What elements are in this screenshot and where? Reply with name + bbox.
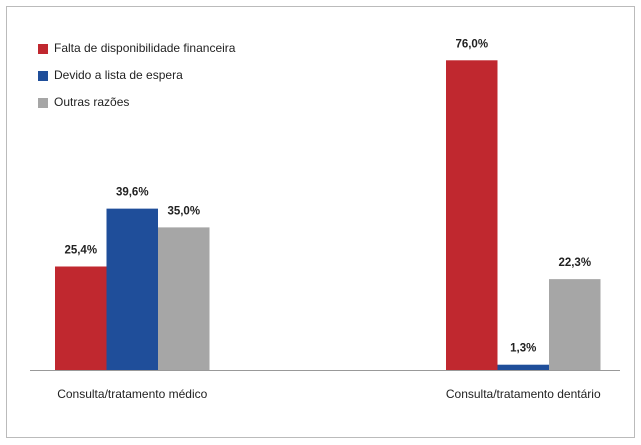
value-label: 1,3%	[510, 343, 536, 355]
legend-label: Devido a lista de espera	[54, 68, 183, 82]
legend-label: Falta de disponibilidade financeira	[54, 41, 236, 55]
legend-swatch	[38, 44, 48, 54]
value-label: 25,4%	[64, 245, 97, 257]
value-label: 39,6%	[116, 187, 149, 199]
value-label: 76,0%	[455, 38, 488, 50]
bar	[55, 266, 107, 370]
bar	[158, 227, 210, 370]
legend-swatch	[38, 98, 48, 108]
bar	[106, 208, 158, 370]
x-tick-label: Consulta/tratamento médico	[57, 387, 207, 401]
value-label: 22,3%	[558, 257, 591, 269]
x-tick-label: Consulta/tratamento dentário	[446, 387, 601, 401]
legend-swatch	[38, 71, 48, 81]
bar	[497, 364, 549, 370]
bar	[446, 60, 498, 371]
value-label: 35,0%	[167, 205, 200, 217]
bar	[549, 279, 601, 370]
legend-label: Outras razões	[54, 95, 129, 109]
